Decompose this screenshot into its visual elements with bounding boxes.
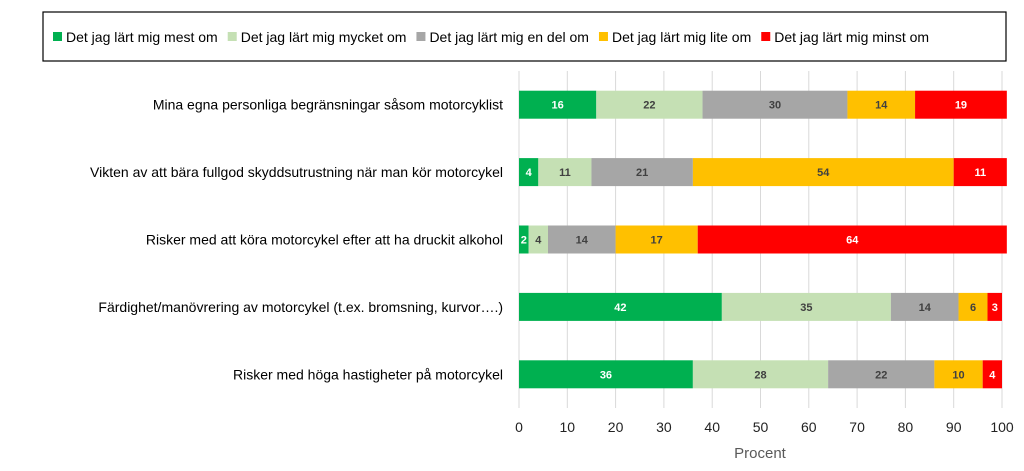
x-tick-label-50: 50 (753, 419, 769, 435)
legend-swatch-4 (598, 32, 608, 41)
bar-5-series-3 (828, 360, 935, 389)
data-label-3-2: 4 (535, 235, 542, 247)
legend-box (42, 11, 1007, 62)
category-label-5: Risker med höga hastigheter på motorcyke… (233, 366, 503, 382)
x-tick-label-100: 100 (990, 419, 1014, 435)
data-label-1-5: 19 (955, 100, 967, 112)
data-label-5-1: 36 (600, 369, 612, 381)
bar-2-series-2 (538, 158, 592, 187)
data-label-2-4: 54 (817, 167, 830, 179)
x-tick-label-40: 40 (704, 419, 720, 435)
category-labels: Mina egna personliga begränsningar såsom… (90, 97, 503, 383)
x-tick-label-60: 60 (801, 419, 817, 435)
legend-label-1: Det jag lärt mig mest om (66, 29, 218, 45)
bar-1-series-5 (915, 90, 1007, 119)
data-label-1-3: 30 (769, 100, 781, 112)
legend-swatch-3 (416, 32, 426, 41)
x-tick-label-30: 30 (656, 419, 672, 435)
bar-1-series-1 (519, 90, 597, 119)
bar-3-series-2 (528, 225, 548, 254)
data-label-5-2: 28 (754, 369, 766, 381)
x-tick-label-70: 70 (849, 419, 865, 435)
bar-4-series-5 (987, 292, 1002, 321)
data-label-5-5: 4 (989, 369, 996, 381)
bar-4-series-4 (958, 292, 988, 321)
bar-1-series-2 (596, 90, 703, 119)
x-tick-labels: 0 10 20 30 40 50 60 70 80 90 100 (515, 419, 1014, 435)
bar-5-series-5 (982, 360, 1002, 389)
bar-4-series-3 (890, 292, 959, 321)
legend-label-4: Det jag lärt mig lite om (612, 29, 751, 45)
bar-5-series-2 (692, 360, 829, 389)
bar-4-series-1 (519, 292, 722, 321)
data-label-5-4: 10 (952, 369, 964, 381)
bar-2-series-4 (692, 158, 954, 187)
data-label-1-2: 22 (643, 100, 655, 112)
data-label-3-4: 17 (651, 235, 663, 247)
data-label-4-4: 6 (970, 302, 976, 314)
bar-4-series-2 (721, 292, 891, 321)
data-label-2-3: 21 (636, 167, 648, 179)
bar-3-series-1 (519, 225, 529, 254)
x-tick-label-10: 10 (560, 419, 576, 435)
bar-3-series-5 (697, 225, 1007, 254)
category-label-3: Risker med att köra motorcykel efter att… (146, 232, 503, 248)
data-label-1-4: 14 (875, 100, 888, 112)
category-label-4: Färdighet/manövrering av motorcykel (t.e… (98, 299, 503, 315)
x-tick-label-80: 80 (898, 419, 914, 435)
x-tick-label-90: 90 (946, 419, 962, 435)
bar-3-series-4 (615, 225, 698, 254)
bar-2-series-1 (519, 158, 539, 187)
data-label-2-1: 4 (526, 167, 533, 179)
data-label-1-1: 16 (552, 100, 564, 112)
x-axis-label: Procent (734, 445, 787, 462)
data-label-4-1: 42 (614, 302, 626, 314)
bar-3-series-3 (547, 225, 616, 254)
legend-swatch-1 (53, 32, 62, 41)
data-label-2-5: 11 (974, 167, 986, 179)
data-label-3-3: 14 (576, 235, 589, 247)
x-tick-label-0: 0 (515, 419, 523, 435)
data-label-5-3: 22 (875, 369, 887, 381)
bar-1-series-3 (702, 90, 848, 119)
bar-5-series-4 (934, 360, 983, 389)
data-label-2-2: 11 (559, 167, 571, 179)
legend-label-3: Det jag lärt mig en del om (429, 29, 589, 45)
legend-label-2: Det jag lärt mig mycket om (241, 29, 407, 45)
legend-swatch-5 (761, 32, 771, 41)
legend-swatch-2 (227, 32, 237, 41)
bar-2-series-3 (591, 158, 693, 187)
data-label-4-3: 14 (919, 302, 932, 314)
bar-2-series-5 (953, 158, 1007, 187)
data-label-3-1: 2 (521, 235, 527, 247)
legend: Det jag lärt mig mest om Det jag lärt mig… (53, 29, 929, 45)
category-label-1: Mina egna personliga begränsningar såsom… (153, 97, 503, 113)
bar-5-series-1 (519, 360, 693, 389)
legend-label-5: Det jag lärt mig minst om (774, 29, 929, 45)
x-tick-label-20: 20 (608, 419, 624, 435)
category-label-2: Vikten av att bära fullgod skyddsutrustn… (90, 164, 503, 180)
data-label-3-5: 64 (846, 235, 859, 247)
data-label-4-5: 3 (992, 302, 998, 314)
bar-1-series-4 (847, 90, 916, 119)
data-label-4-2: 35 (800, 302, 812, 314)
